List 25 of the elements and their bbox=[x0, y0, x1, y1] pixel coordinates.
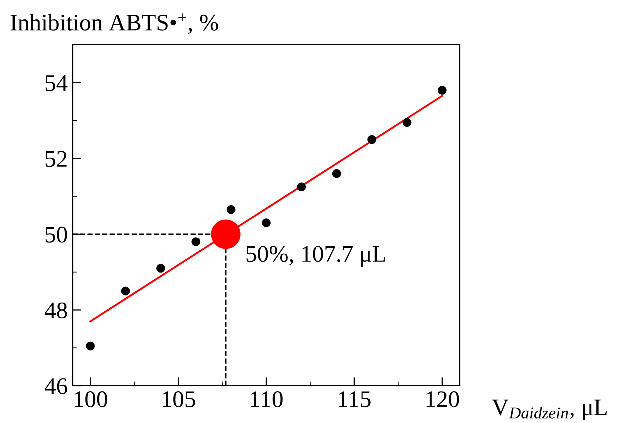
y-tick-label: 50 bbox=[46, 226, 68, 243]
point bbox=[368, 135, 376, 144]
point bbox=[211, 220, 241, 250]
point bbox=[332, 169, 342, 178]
x-tick-label: 115 bbox=[339, 392, 371, 408]
y-tick-label: 52 bbox=[46, 151, 67, 168]
y-tick-label: 48 bbox=[44, 302, 68, 319]
y-tick-label: 54 bbox=[46, 76, 68, 92]
point bbox=[192, 238, 201, 246]
point bbox=[156, 264, 166, 273]
y-axis-title: Inhibition ABTS•$^{+}$, % bbox=[10, 14, 218, 34]
point bbox=[121, 286, 130, 296]
point bbox=[86, 342, 95, 351]
point bbox=[402, 118, 412, 128]
x-tick-label: 120 bbox=[426, 392, 460, 408]
x-axis-title: V$_{Daidzein}$, μL bbox=[492, 400, 607, 420]
x-tick-label: 100 bbox=[74, 392, 108, 408]
annotation: 50%, 107.7 μL bbox=[246, 246, 386, 267]
x-tick-label: 105 bbox=[162, 392, 196, 408]
point bbox=[226, 205, 236, 214]
point bbox=[438, 86, 447, 95]
point bbox=[262, 218, 271, 228]
x-tick-label: 110 bbox=[251, 392, 283, 408]
y-tick-label: 46 bbox=[44, 378, 68, 394]
point bbox=[297, 182, 306, 192]
